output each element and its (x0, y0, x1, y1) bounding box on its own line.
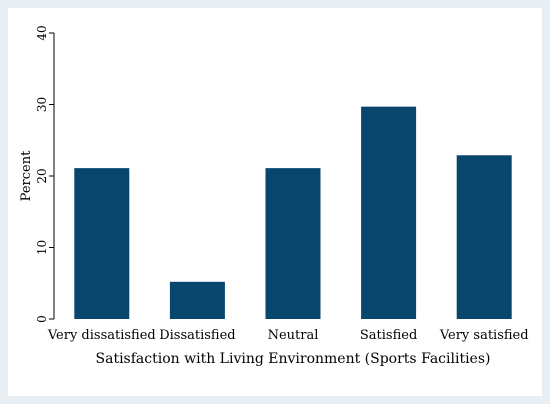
x-tick-label: Dissatisfied (159, 328, 235, 343)
y-tick-label: 10 (35, 240, 49, 255)
y-tick-label: 30 (35, 97, 49, 112)
x-tick-label: Very satisfied (439, 328, 529, 343)
axes-layer: 0 10 20 30 40 Very dissatisfied Dissatisfied N… (35, 25, 529, 343)
x-axis-title: Satisfaction with Living Environment (Sp… (96, 351, 491, 367)
x-axis-ticks: Very dissatisfied Dissatisfied Neutral Sati… (47, 328, 529, 343)
x-tick-label: Satisfied (360, 328, 417, 343)
y-tick-label: 0 (35, 315, 49, 323)
bars-layer (74, 106, 512, 320)
bar (169, 281, 225, 319)
x-tick-label: Very dissatisfied (47, 328, 156, 343)
y-axis-ticks: 0 10 20 30 40 (35, 25, 54, 323)
bar (456, 155, 512, 319)
bar (361, 106, 417, 320)
bar (265, 168, 321, 319)
y-tick-label: 20 (35, 168, 49, 183)
x-tick-label: Neutral (268, 328, 319, 343)
y-tick-label: 40 (35, 25, 49, 40)
bar (74, 168, 130, 319)
y-axis-title: Percent (19, 150, 34, 201)
